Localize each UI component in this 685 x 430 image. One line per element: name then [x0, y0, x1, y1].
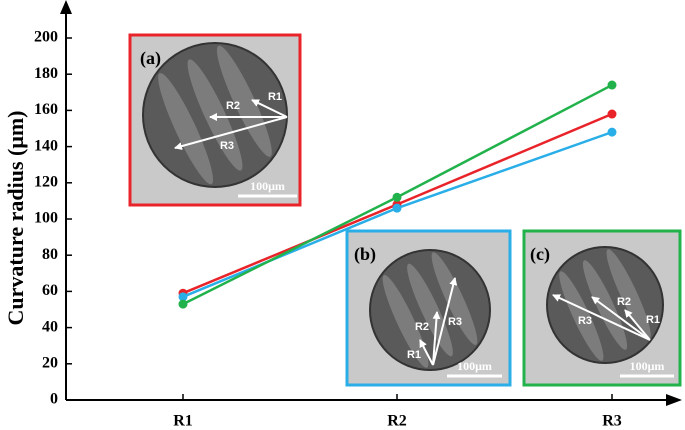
point [178, 292, 188, 302]
arrow-label: R3 [220, 140, 234, 152]
arrow-label: R2 [617, 296, 631, 308]
y-tick-label: 20 [42, 354, 58, 371]
x-tick-label: R1 [173, 413, 193, 430]
arrow [432, 277, 458, 366]
arrow [552, 294, 651, 341]
y-tick-label: 180 [34, 65, 58, 82]
point [178, 299, 188, 309]
stripe [559, 271, 604, 361]
y-tick-label: 40 [42, 318, 58, 335]
arrow [251, 99, 288, 118]
stripe [431, 252, 478, 345]
arrow-label: R3 [578, 315, 592, 327]
arrow [591, 296, 651, 341]
stripe [216, 45, 272, 157]
arrow [432, 311, 441, 366]
arrow-label: R1 [407, 349, 421, 361]
point [392, 203, 402, 213]
arrow-label: R2 [226, 100, 240, 112]
stripe [382, 275, 429, 368]
y-tick-label: 160 [34, 101, 58, 118]
arrow-label: R1 [268, 91, 282, 103]
inset-label: (a) [140, 48, 161, 69]
y-tick-label: 200 [34, 29, 58, 46]
scale-label: 100μm [250, 179, 285, 193]
arrow [419, 339, 434, 366]
point [392, 192, 402, 202]
y-tick-label: 100 [34, 210, 58, 227]
point [607, 109, 617, 119]
y-tick-label: 80 [42, 246, 58, 263]
inset-label: (b) [354, 244, 376, 265]
scale-label: 100μm [457, 359, 492, 373]
y-tick-label: 140 [34, 137, 58, 154]
stripe [582, 260, 628, 350]
x-tick-label: R2 [387, 413, 407, 430]
arrow-label: R2 [415, 321, 429, 333]
stripe [158, 73, 214, 185]
arrow [624, 309, 651, 341]
inset-label: (c) [530, 244, 550, 265]
point [607, 127, 617, 137]
arrow-label: R3 [448, 316, 462, 328]
y-axis-label: Curvature radius (μm) [3, 111, 28, 326]
y-tick-label: 60 [42, 282, 58, 299]
arrow-label: R1 [646, 314, 660, 326]
y-tick-label: 0 [50, 391, 58, 408]
stripe [606, 249, 651, 339]
arrow [174, 116, 288, 150]
x-arrow [666, 394, 682, 406]
y-arrow [60, 0, 72, 14]
point [607, 80, 617, 90]
scale-label: 100μm [630, 359, 665, 373]
x-tick-label: R3 [602, 413, 622, 430]
y-tick-label: 120 [34, 173, 58, 190]
